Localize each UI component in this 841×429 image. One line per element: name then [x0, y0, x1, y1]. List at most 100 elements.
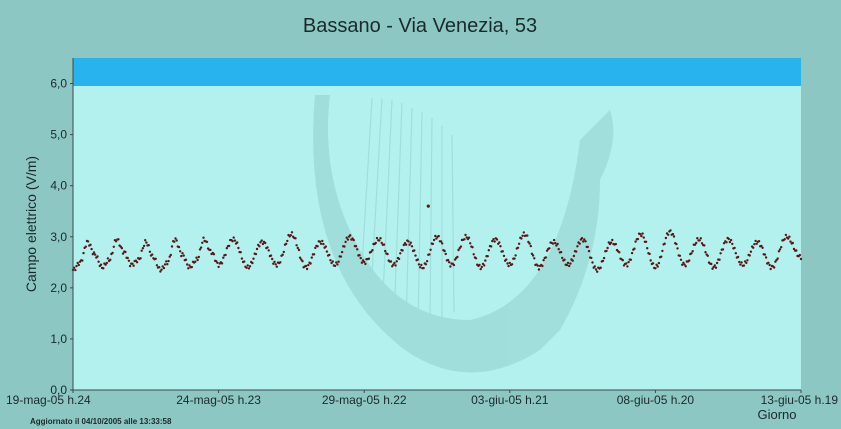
data-point: [738, 260, 741, 264]
y-tick-label: 6,0: [50, 77, 67, 91]
data-point: [678, 254, 682, 257]
data-point: [644, 240, 648, 243]
y-axis-label: Campo elettrico (V/m): [23, 156, 39, 292]
data-point: [132, 264, 135, 267]
chart-title: Bassano - Via Venezia, 53: [303, 15, 537, 37]
data-point: [272, 262, 275, 265]
data-point: [580, 237, 584, 240]
y-tick-label: 4,0: [50, 179, 67, 193]
data-point: [165, 260, 168, 263]
threshold-band: [73, 58, 801, 86]
data-point: [446, 258, 450, 262]
data-point: [343, 245, 346, 248]
data-point: [448, 261, 451, 264]
data-point: [606, 246, 609, 250]
data-point: [314, 246, 317, 250]
data-point: [135, 261, 139, 264]
data-point: [410, 245, 414, 248]
data-point: [719, 252, 722, 255]
data-point: [731, 242, 734, 246]
y-tick-label: 5,0: [50, 128, 67, 142]
data-point: [602, 256, 606, 260]
data-point: [431, 242, 435, 246]
data-point: [267, 249, 270, 252]
data-point: [360, 261, 364, 264]
data-point: [331, 260, 334, 263]
data-point: [240, 257, 244, 260]
data-point: [691, 250, 694, 253]
data-point: [715, 261, 719, 265]
data-point: [711, 267, 714, 270]
data-point: [97, 260, 100, 263]
data-point: [552, 238, 556, 242]
data-point: [646, 247, 649, 250]
data-point: [582, 240, 585, 243]
data-point: [399, 252, 402, 255]
data-point: [513, 257, 516, 260]
data-point: [483, 264, 486, 267]
data-point: [721, 248, 725, 251]
data-point: [792, 247, 796, 251]
data-point: [479, 267, 482, 271]
data-point: [516, 246, 520, 249]
data-point: [480, 265, 483, 269]
data-point: [239, 251, 242, 254]
data-point: [434, 234, 437, 238]
data-point: [417, 263, 421, 266]
data-point: [251, 261, 254, 265]
data-point: [641, 232, 644, 235]
data-point: [456, 255, 459, 259]
data-point: [695, 241, 698, 245]
data-point: [109, 258, 112, 261]
data-point: [394, 264, 397, 267]
data-point: [217, 265, 220, 269]
data-point: [693, 243, 697, 246]
data-point: [212, 253, 216, 256]
data-point: [289, 234, 292, 237]
data-point: [255, 247, 259, 251]
data-point: [736, 255, 740, 259]
data-point: [432, 238, 436, 242]
data-point: [92, 251, 96, 254]
data-point: [298, 256, 302, 259]
data-point: [634, 240, 637, 243]
data-point: [201, 241, 204, 244]
data-point: [757, 240, 761, 243]
data-point: [703, 244, 706, 247]
data-point: [395, 260, 398, 263]
data-point: [363, 260, 366, 264]
data-point: [441, 242, 444, 245]
data-point: [799, 257, 803, 261]
data-point: [545, 249, 549, 252]
x-tick-label: 24-mag-05 h.23: [176, 393, 261, 407]
data-point: [769, 267, 772, 271]
data-point: [722, 242, 726, 245]
data-point: [281, 253, 284, 256]
data-point: [386, 252, 389, 256]
data-point: [180, 254, 183, 258]
data-point: [449, 265, 452, 268]
data-point: [209, 248, 212, 252]
data-point: [700, 242, 704, 245]
data-point: [232, 236, 235, 239]
data-point: [99, 263, 103, 266]
data-point: [170, 245, 174, 248]
data-point: [367, 257, 371, 260]
data-point: [404, 243, 408, 246]
data-point: [354, 245, 358, 248]
data-point: [630, 251, 634, 255]
x-tick-label: 13-giu-05 h.19: [761, 393, 839, 407]
data-point: [380, 241, 383, 245]
data-point: [196, 258, 199, 262]
data-point: [435, 237, 438, 240]
data-point: [420, 263, 423, 267]
data-point: [186, 263, 189, 266]
data-point: [663, 242, 666, 245]
data-point: [364, 262, 367, 266]
data-point: [349, 234, 352, 237]
data-point: [537, 268, 541, 271]
data-point: [158, 266, 161, 269]
data-point: [154, 257, 157, 260]
data-point: [294, 237, 297, 240]
data-point: [124, 250, 127, 254]
